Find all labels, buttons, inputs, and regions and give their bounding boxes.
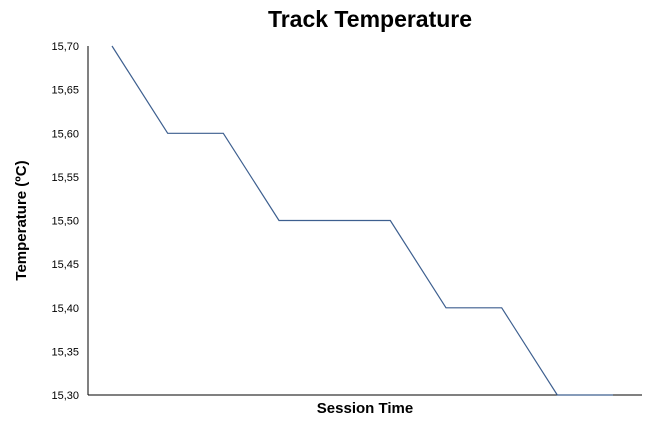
series-line (111, 45, 613, 396)
series-group (111, 45, 613, 396)
y-tick-label: 15,60 (51, 128, 79, 140)
y-tick-label: 15,50 (51, 216, 79, 228)
y-tick-label: 15,70 (51, 41, 79, 53)
y-tick-label: 15,35 (51, 346, 79, 358)
y-tick-label: 15,55 (51, 172, 79, 184)
y-axis-title: Temperature (ºC) (13, 160, 30, 280)
chart-title: Track Temperature (267, 6, 473, 32)
y-axis-ticks: 15,30 15,35 15,40 15,45 15,50 15,55 15,60 15,65… (51, 41, 79, 402)
y-tick-label: 15,45 (51, 259, 79, 271)
y-tick-label: 15,30 (51, 390, 79, 402)
y-tick-label: 15,65 (51, 85, 79, 97)
y-tick-label: 15,40 (51, 303, 79, 315)
x-axis-title: Session Time (317, 400, 413, 417)
